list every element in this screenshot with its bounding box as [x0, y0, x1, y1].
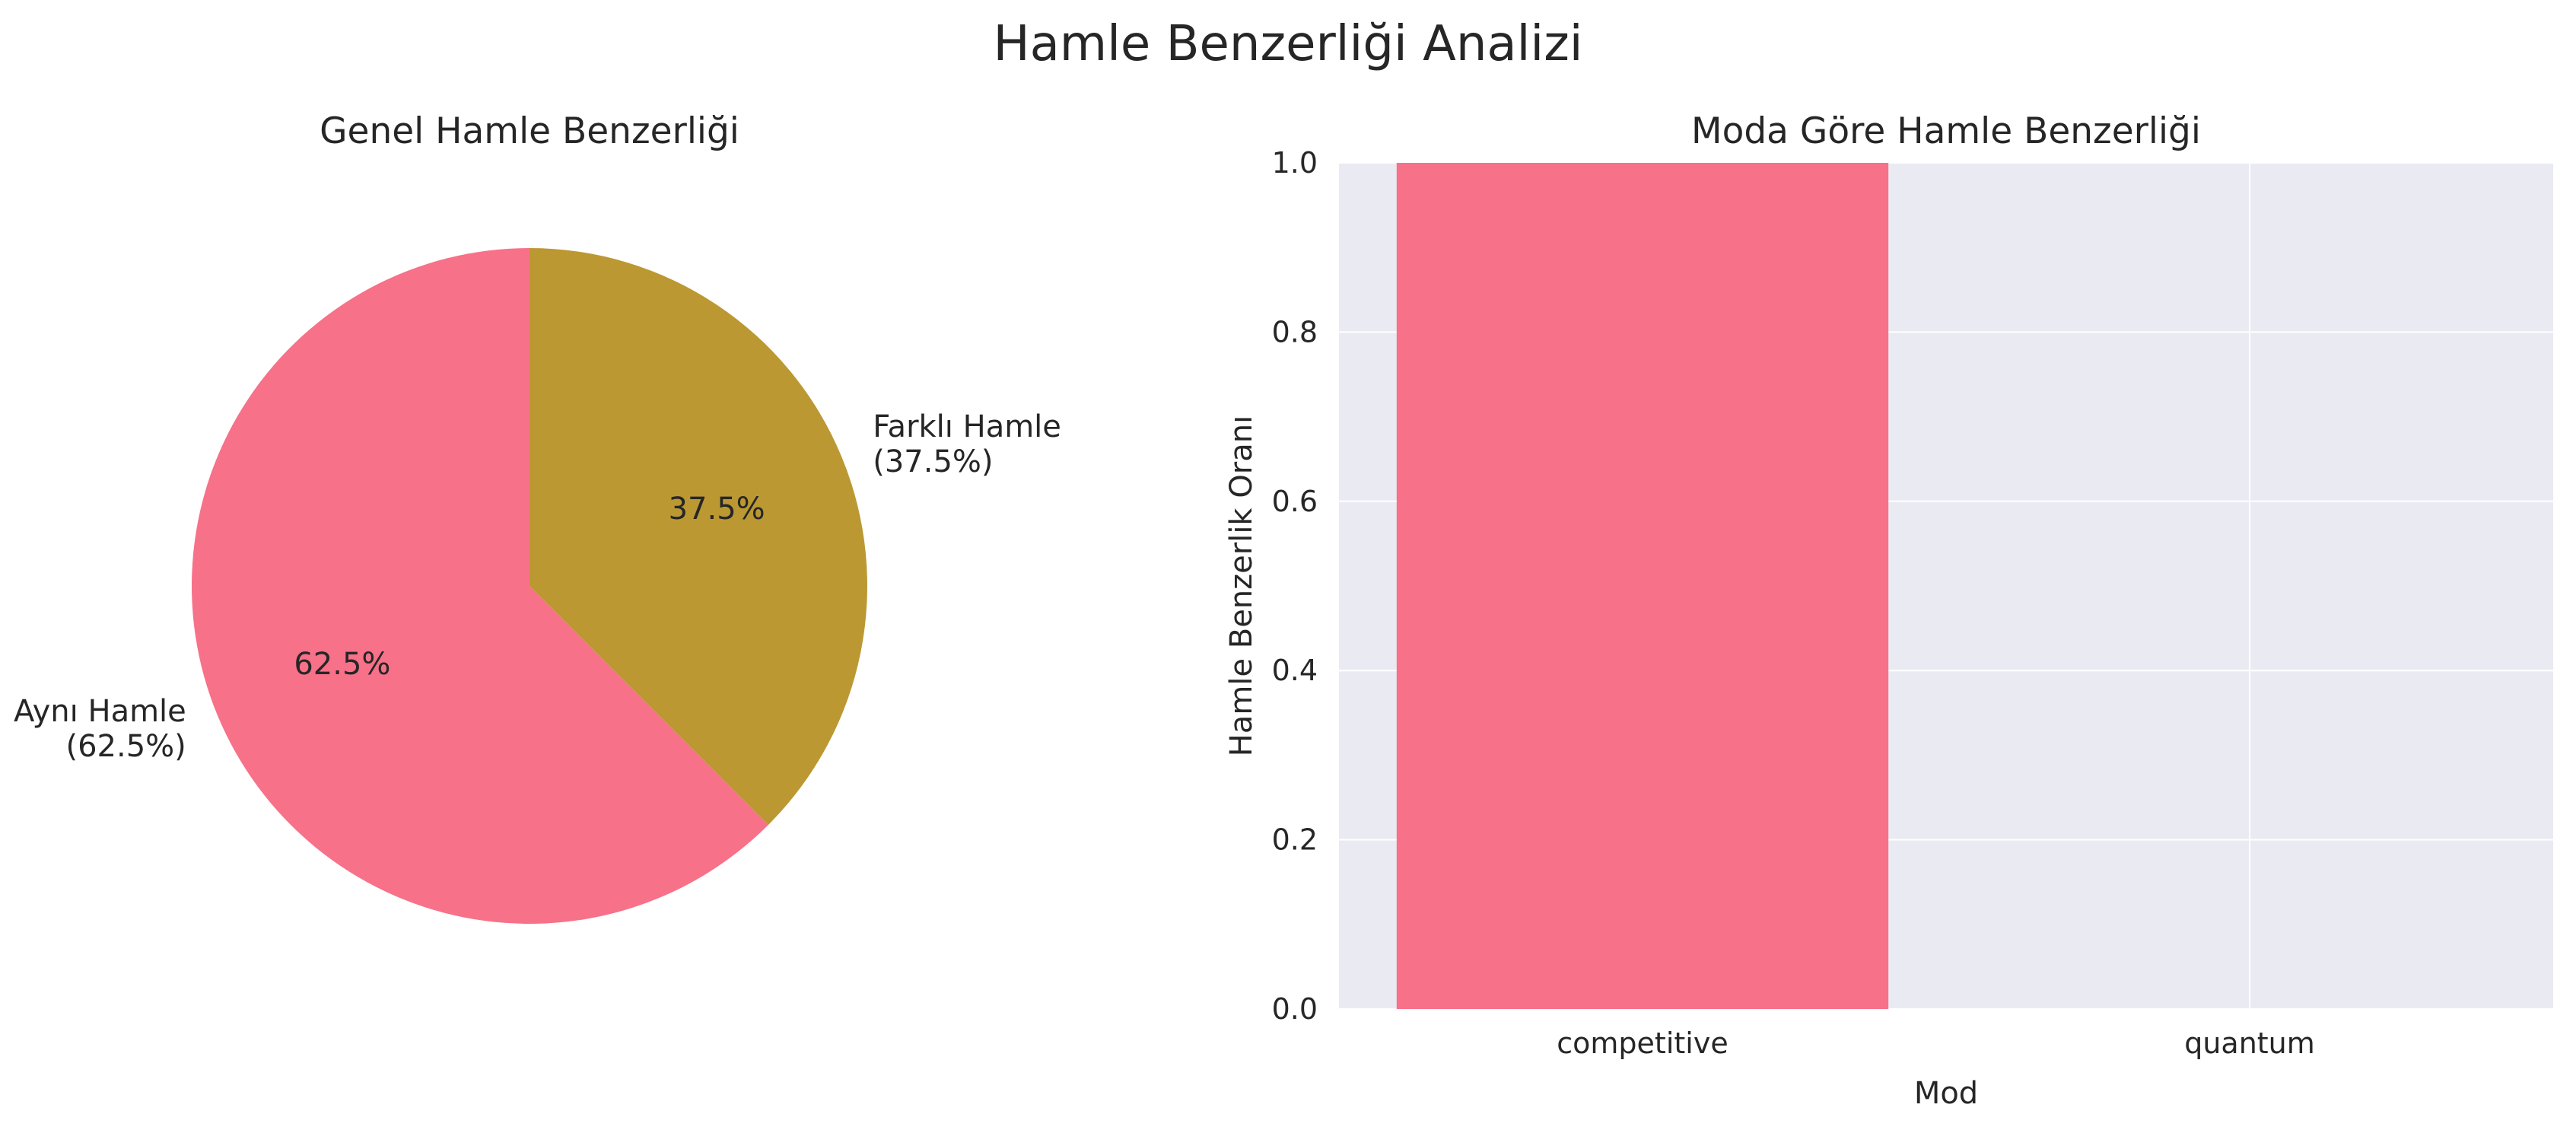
bar-chart: 0.0 0.2 0.4 0.6 0.8 1.0 competitive quantum Mo… — [1224, 110, 2553, 1111]
bar-competitive — [1396, 163, 1889, 1009]
bar-chart-y-ticks: 0.0 0.2 0.4 0.6 0.8 1.0 — [1272, 146, 1318, 1026]
bar-chart-y-tick-label: 0.4 — [1272, 654, 1318, 687]
pie-slice — [192, 248, 768, 925]
bar-chart-x-ticks: competitive quantum — [1557, 1027, 2315, 1060]
bar-chart-y-tick-label: 0.2 — [1272, 823, 1318, 857]
bar-chart-y-tick-label: 1.0 — [1272, 146, 1318, 180]
pie-chart: Genel Hamle Benzerliği 62.5% Aynı Hamle (6… — [14, 110, 1061, 925]
bar-chart-y-axis-label: Hamle Benzerlik Oranı — [1224, 415, 1259, 756]
bar-chart-x-tick-label: quantum — [2184, 1027, 2315, 1060]
bar-chart-bars — [1396, 163, 1889, 1009]
pie-slice-label: Aynı Hamle (62.5%) — [14, 694, 186, 764]
bar-chart-y-tick-label: 0.0 — [1272, 992, 1318, 1026]
bar-chart-x-axis-label: Mod — [1914, 1076, 1978, 1111]
pie-slice-percent-label: 37.5% — [669, 492, 765, 527]
bar-chart-y-tick-label: 0.6 — [1272, 485, 1318, 518]
pie-chart-title: Genel Hamle Benzerliği — [320, 110, 739, 152]
figure-title: Hamle Benzerliği Analizi — [993, 16, 1583, 72]
pie-slice-percent-label: 62.5% — [294, 647, 390, 682]
pie-slice — [530, 248, 867, 825]
bar-chart-x-tick-label: competitive — [1557, 1027, 1728, 1060]
bar-chart-title: Moda Göre Hamle Benzerliği — [1691, 110, 2201, 152]
bar-chart-y-tick-label: 0.8 — [1272, 315, 1318, 349]
pie-slice-label: Farklı Hamle (37.5%) — [873, 409, 1061, 479]
